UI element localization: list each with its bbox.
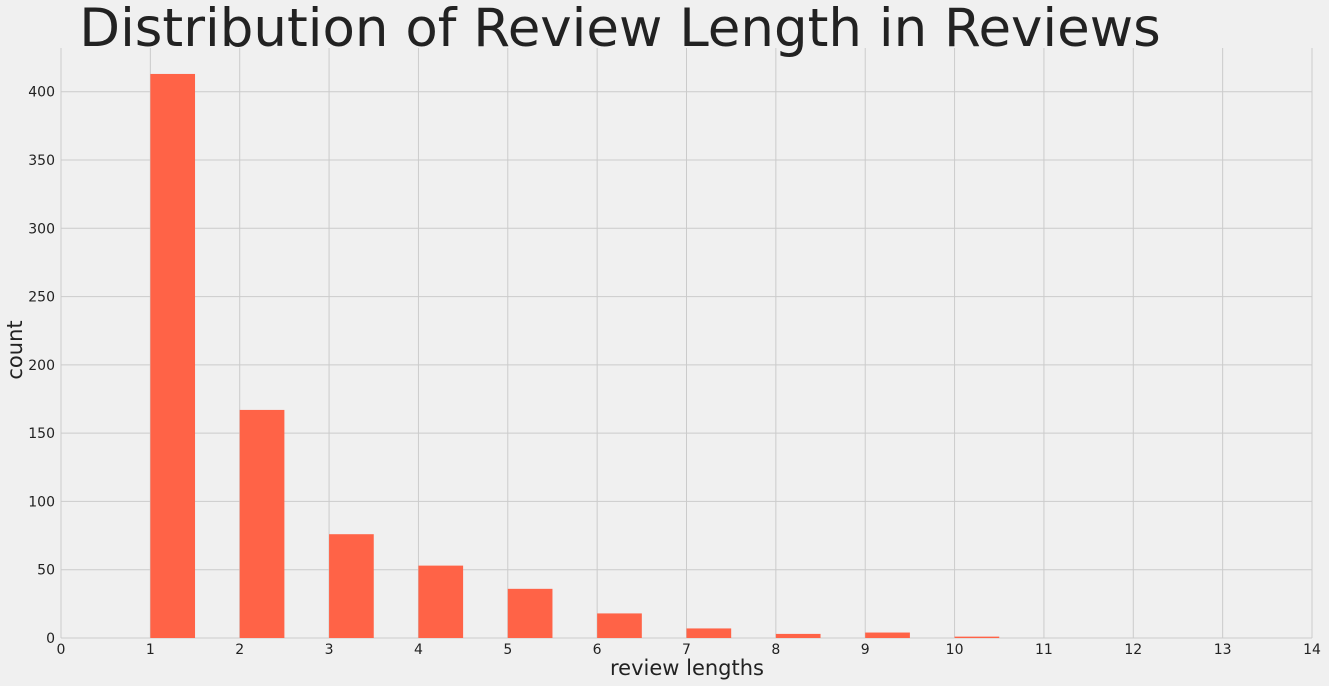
bar-3 xyxy=(329,534,374,638)
x-axis-label: review lengths xyxy=(610,656,764,680)
y-tick-label: 200 xyxy=(28,358,55,374)
y-tick-label: 150 xyxy=(28,426,55,442)
y-tick-label: 250 xyxy=(28,290,55,306)
x-tick-label: 12 xyxy=(1124,642,1142,658)
x-tick-label: 9 xyxy=(861,642,870,658)
y-tick-label: 100 xyxy=(28,494,55,510)
bar-4 xyxy=(418,565,464,638)
x-tick-label: 6 xyxy=(593,642,602,658)
y-tick-label: 0 xyxy=(46,631,55,647)
x-tick-label: 13 xyxy=(1214,642,1232,658)
bar-6 xyxy=(597,613,642,638)
bar-1 xyxy=(150,73,196,638)
bar-5 xyxy=(507,588,553,638)
x-tick-label: 7 xyxy=(682,642,691,658)
x-tick-label: 1 xyxy=(146,642,155,658)
x-tick-label: 8 xyxy=(771,642,780,658)
bar-2 xyxy=(239,409,285,638)
x-tick-label: 2 xyxy=(235,642,244,658)
bar-8 xyxy=(775,633,821,638)
x-tick-label: 11 xyxy=(1035,642,1053,658)
y-tick-label: 350 xyxy=(28,153,55,169)
x-tick-label: 0 xyxy=(57,642,66,658)
bar-9 xyxy=(865,632,910,638)
y-tick-label: 400 xyxy=(28,85,55,101)
x-tick-label: 4 xyxy=(414,642,423,658)
tick-layer: 0 1 2 3 4 5 6 7 8 9 10 11 12 13 1405010015020025030035… xyxy=(28,85,1321,658)
x-tick-label: 5 xyxy=(503,642,512,658)
x-tick-label: 3 xyxy=(325,642,334,658)
bar-layer xyxy=(150,73,1000,638)
x-tick-label: 14 xyxy=(1303,642,1321,658)
chart-title: Distribution of Review Length in Reviews xyxy=(79,0,1160,59)
bar-10 xyxy=(954,636,1000,638)
bar-7 xyxy=(686,628,732,638)
y-axis-label: count xyxy=(3,320,27,379)
y-tick-label: 300 xyxy=(28,221,55,237)
grid-layer xyxy=(60,48,1313,639)
x-tick-label: 10 xyxy=(946,642,964,658)
y-tick-label: 50 xyxy=(37,563,55,579)
